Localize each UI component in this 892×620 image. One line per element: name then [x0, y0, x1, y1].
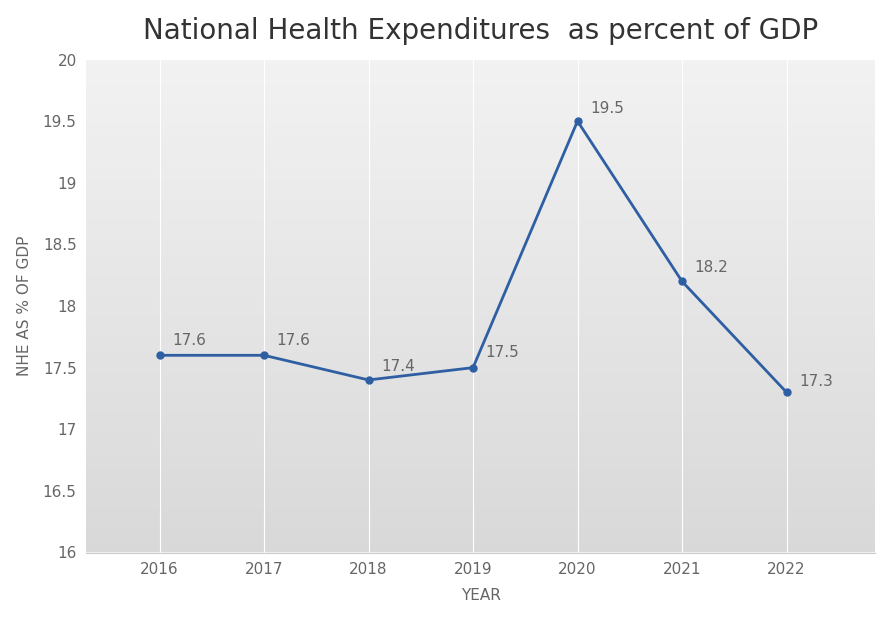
- Title: National Health Expenditures  as percent of GDP: National Health Expenditures as percent …: [144, 17, 819, 45]
- Text: 17.5: 17.5: [485, 345, 519, 360]
- Text: 18.2: 18.2: [695, 260, 728, 275]
- Text: 17.6: 17.6: [277, 333, 310, 348]
- Text: 19.5: 19.5: [590, 101, 624, 116]
- X-axis label: YEAR: YEAR: [461, 588, 500, 603]
- Text: 17.6: 17.6: [172, 333, 206, 348]
- Y-axis label: NHE AS % OF GDP: NHE AS % OF GDP: [17, 236, 32, 376]
- Text: 17.4: 17.4: [381, 359, 415, 374]
- Text: 17.3: 17.3: [799, 374, 833, 389]
